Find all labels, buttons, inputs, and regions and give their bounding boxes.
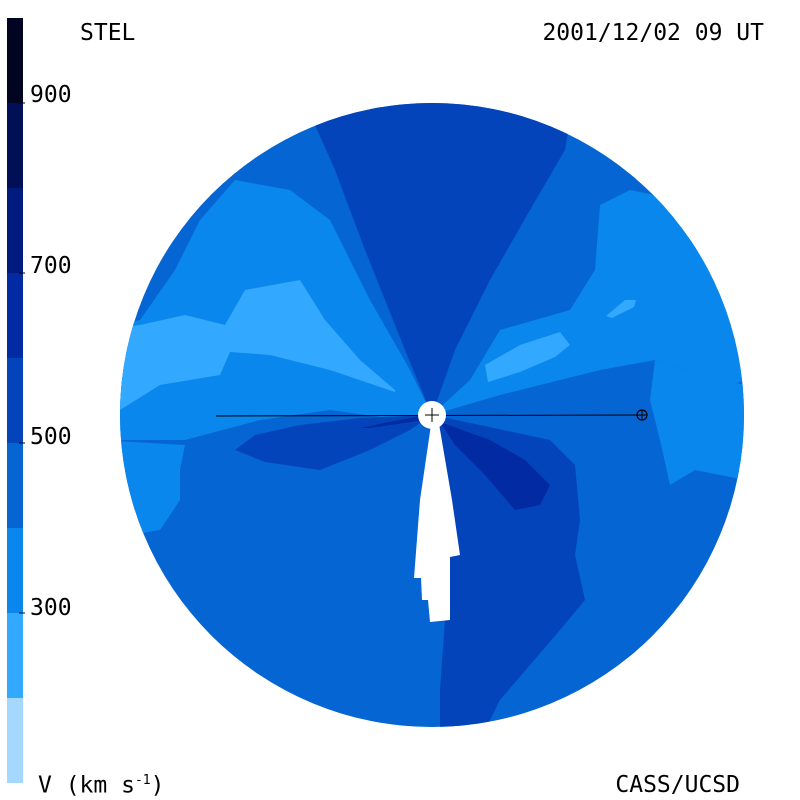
sun-marker [418,401,446,429]
colorbar-band [7,18,23,103]
colorbar-tick-label: 900 [30,82,72,108]
colorbar-band [7,188,23,273]
region-right-300-400 [650,360,744,485]
colorbar-band [7,528,23,613]
colorbar-band [7,698,23,783]
colorbar-band [7,358,23,443]
colorbar [7,18,25,783]
colorbar-band [7,103,23,188]
region-upper-right-200-300 [485,332,570,382]
region-upper-right-200-300-small [606,300,636,318]
region-left-600-700-sliver [360,416,425,428]
region-upper-left-200-300 [120,280,395,410]
colorbar-tick-label: 300 [30,595,72,621]
colorbar-band [7,273,23,358]
earth-marker [636,409,648,421]
colorbar-tick-label: 500 [30,424,72,450]
colorbar-band [7,613,23,698]
region-left-500-600 [235,415,432,470]
data-gap [414,418,460,622]
region-lower-right-600-700 [440,422,550,510]
region-lower-right-500-600 [432,415,585,727]
region-top-500-600 [300,103,575,415]
colorbar-band [7,443,23,528]
datetime-label: 2001/12/02 09 UT [542,20,764,46]
instrument-label: STEL [80,20,136,46]
credit-label: CASS/UCSD [615,772,740,798]
colorbar-tick-label: 700 [30,253,72,279]
colorbar-unit-label: V (km s-1) [38,772,165,799]
